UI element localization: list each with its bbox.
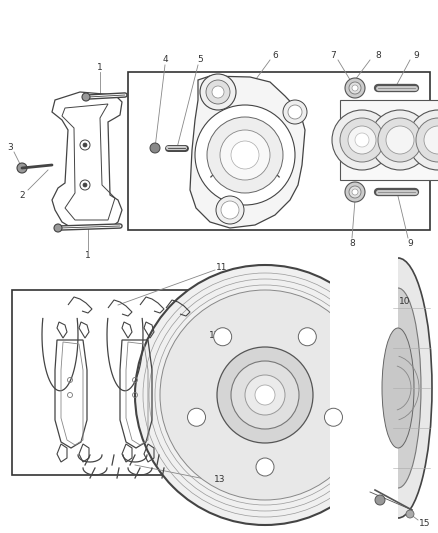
- Text: 15: 15: [419, 519, 431, 528]
- Circle shape: [187, 408, 205, 426]
- Circle shape: [160, 290, 370, 500]
- Circle shape: [195, 105, 295, 205]
- Circle shape: [82, 93, 90, 101]
- Circle shape: [355, 133, 369, 147]
- Text: 14: 14: [356, 513, 367, 522]
- Circle shape: [288, 105, 302, 119]
- Ellipse shape: [364, 258, 432, 518]
- Circle shape: [216, 196, 244, 224]
- Circle shape: [349, 186, 361, 198]
- Text: 7: 7: [330, 51, 336, 60]
- Text: 9: 9: [407, 239, 413, 248]
- Circle shape: [345, 78, 365, 98]
- Circle shape: [255, 385, 275, 405]
- Circle shape: [207, 117, 283, 193]
- Bar: [12, 290, 212, 475]
- Circle shape: [83, 143, 87, 147]
- Circle shape: [220, 130, 270, 180]
- Text: 1: 1: [97, 63, 103, 72]
- Circle shape: [245, 375, 285, 415]
- Text: 10: 10: [399, 297, 411, 306]
- Circle shape: [348, 126, 376, 154]
- Circle shape: [200, 74, 236, 110]
- Circle shape: [370, 110, 430, 170]
- Circle shape: [231, 361, 299, 429]
- Circle shape: [352, 189, 358, 195]
- Text: 2: 2: [19, 191, 25, 200]
- Circle shape: [378, 118, 422, 162]
- Polygon shape: [190, 76, 305, 228]
- Bar: [340, 100, 438, 180]
- Text: 8: 8: [349, 239, 355, 248]
- Text: 3: 3: [7, 142, 13, 151]
- Circle shape: [345, 182, 365, 202]
- Bar: [330, 250, 398, 530]
- Circle shape: [332, 110, 392, 170]
- Circle shape: [298, 328, 316, 346]
- Text: 8: 8: [375, 51, 381, 60]
- Text: 6: 6: [272, 51, 278, 60]
- Text: 5: 5: [197, 55, 203, 64]
- Text: 11: 11: [216, 262, 228, 271]
- Circle shape: [83, 183, 87, 187]
- Circle shape: [408, 110, 438, 170]
- Circle shape: [283, 100, 307, 124]
- Text: 4: 4: [162, 55, 168, 64]
- Circle shape: [325, 408, 343, 426]
- Ellipse shape: [375, 288, 421, 488]
- Circle shape: [221, 201, 239, 219]
- Text: 1: 1: [85, 251, 91, 260]
- Circle shape: [375, 495, 385, 505]
- Circle shape: [231, 141, 259, 169]
- Circle shape: [349, 82, 361, 94]
- Circle shape: [206, 80, 230, 104]
- Circle shape: [212, 86, 224, 98]
- Circle shape: [416, 118, 438, 162]
- Circle shape: [386, 126, 414, 154]
- Circle shape: [150, 143, 160, 153]
- Circle shape: [54, 224, 62, 232]
- Text: 12: 12: [209, 330, 221, 340]
- Circle shape: [214, 328, 232, 346]
- Circle shape: [340, 118, 384, 162]
- Circle shape: [17, 163, 27, 173]
- Text: 13: 13: [214, 475, 226, 484]
- Ellipse shape: [382, 328, 414, 448]
- Text: 9: 9: [413, 51, 419, 60]
- Circle shape: [135, 265, 395, 525]
- Bar: [128, 72, 430, 230]
- Circle shape: [217, 347, 313, 443]
- Circle shape: [352, 85, 358, 91]
- Circle shape: [424, 126, 438, 154]
- Circle shape: [256, 458, 274, 476]
- Circle shape: [406, 510, 414, 518]
